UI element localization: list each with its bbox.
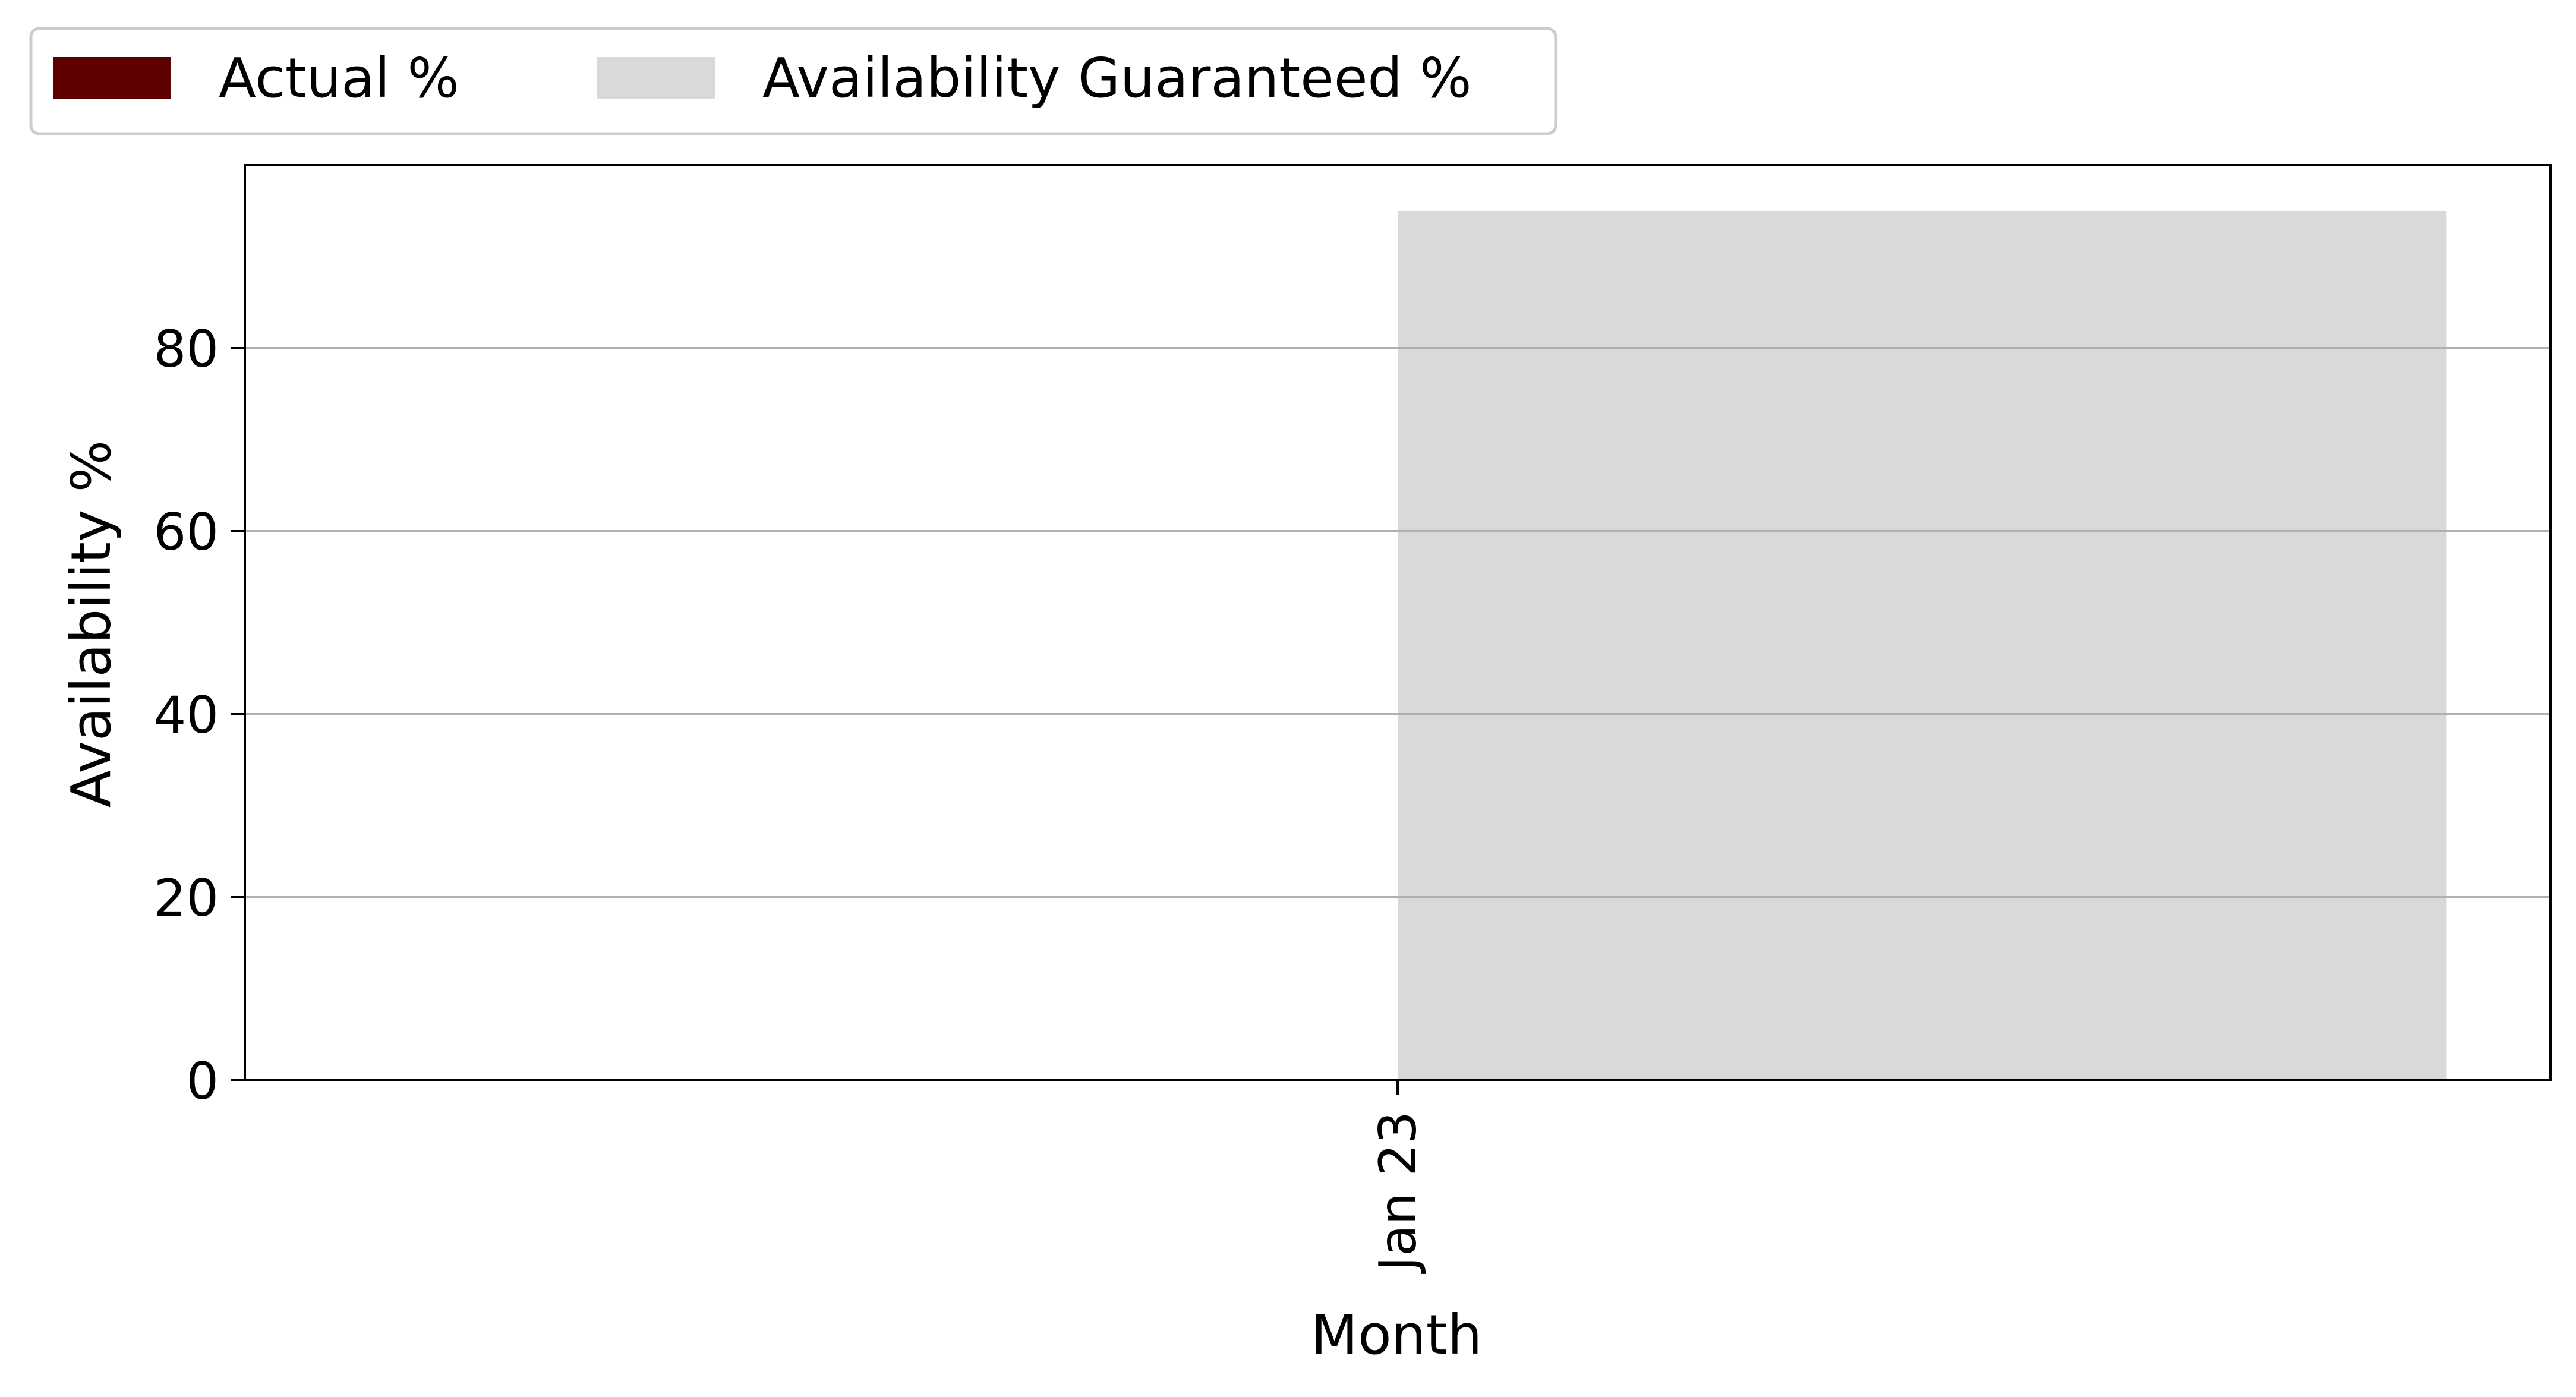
y-tick-label: 0 [186, 1052, 219, 1111]
legend-frame [29, 27, 1557, 135]
legend-label-actual: Actual % [219, 46, 459, 110]
legend-label-guaranteed: Availability Guaranteed % [762, 46, 1472, 110]
legend-swatch-guaranteed [597, 57, 715, 99]
y-tick-label: 60 [154, 503, 219, 562]
x-axis-title: Month [1311, 1303, 1482, 1367]
x-tick-label: Jan 23 [1369, 1111, 1428, 1274]
plot-area: 0 20 40 60 80 Jan 23 [154, 164, 2552, 1274]
plot-frame [244, 164, 2552, 1081]
y-tick-label: 80 [154, 320, 219, 379]
y-tick-label: 40 [154, 686, 219, 745]
y-axis-title: Availability % [59, 440, 123, 808]
legend-swatch-actual [53, 57, 171, 99]
bar-guaranteed-0 [1398, 211, 2447, 1080]
y-tick-label: 20 [154, 869, 219, 928]
legend: Actual % Availability Guaranteed % [29, 27, 1557, 135]
